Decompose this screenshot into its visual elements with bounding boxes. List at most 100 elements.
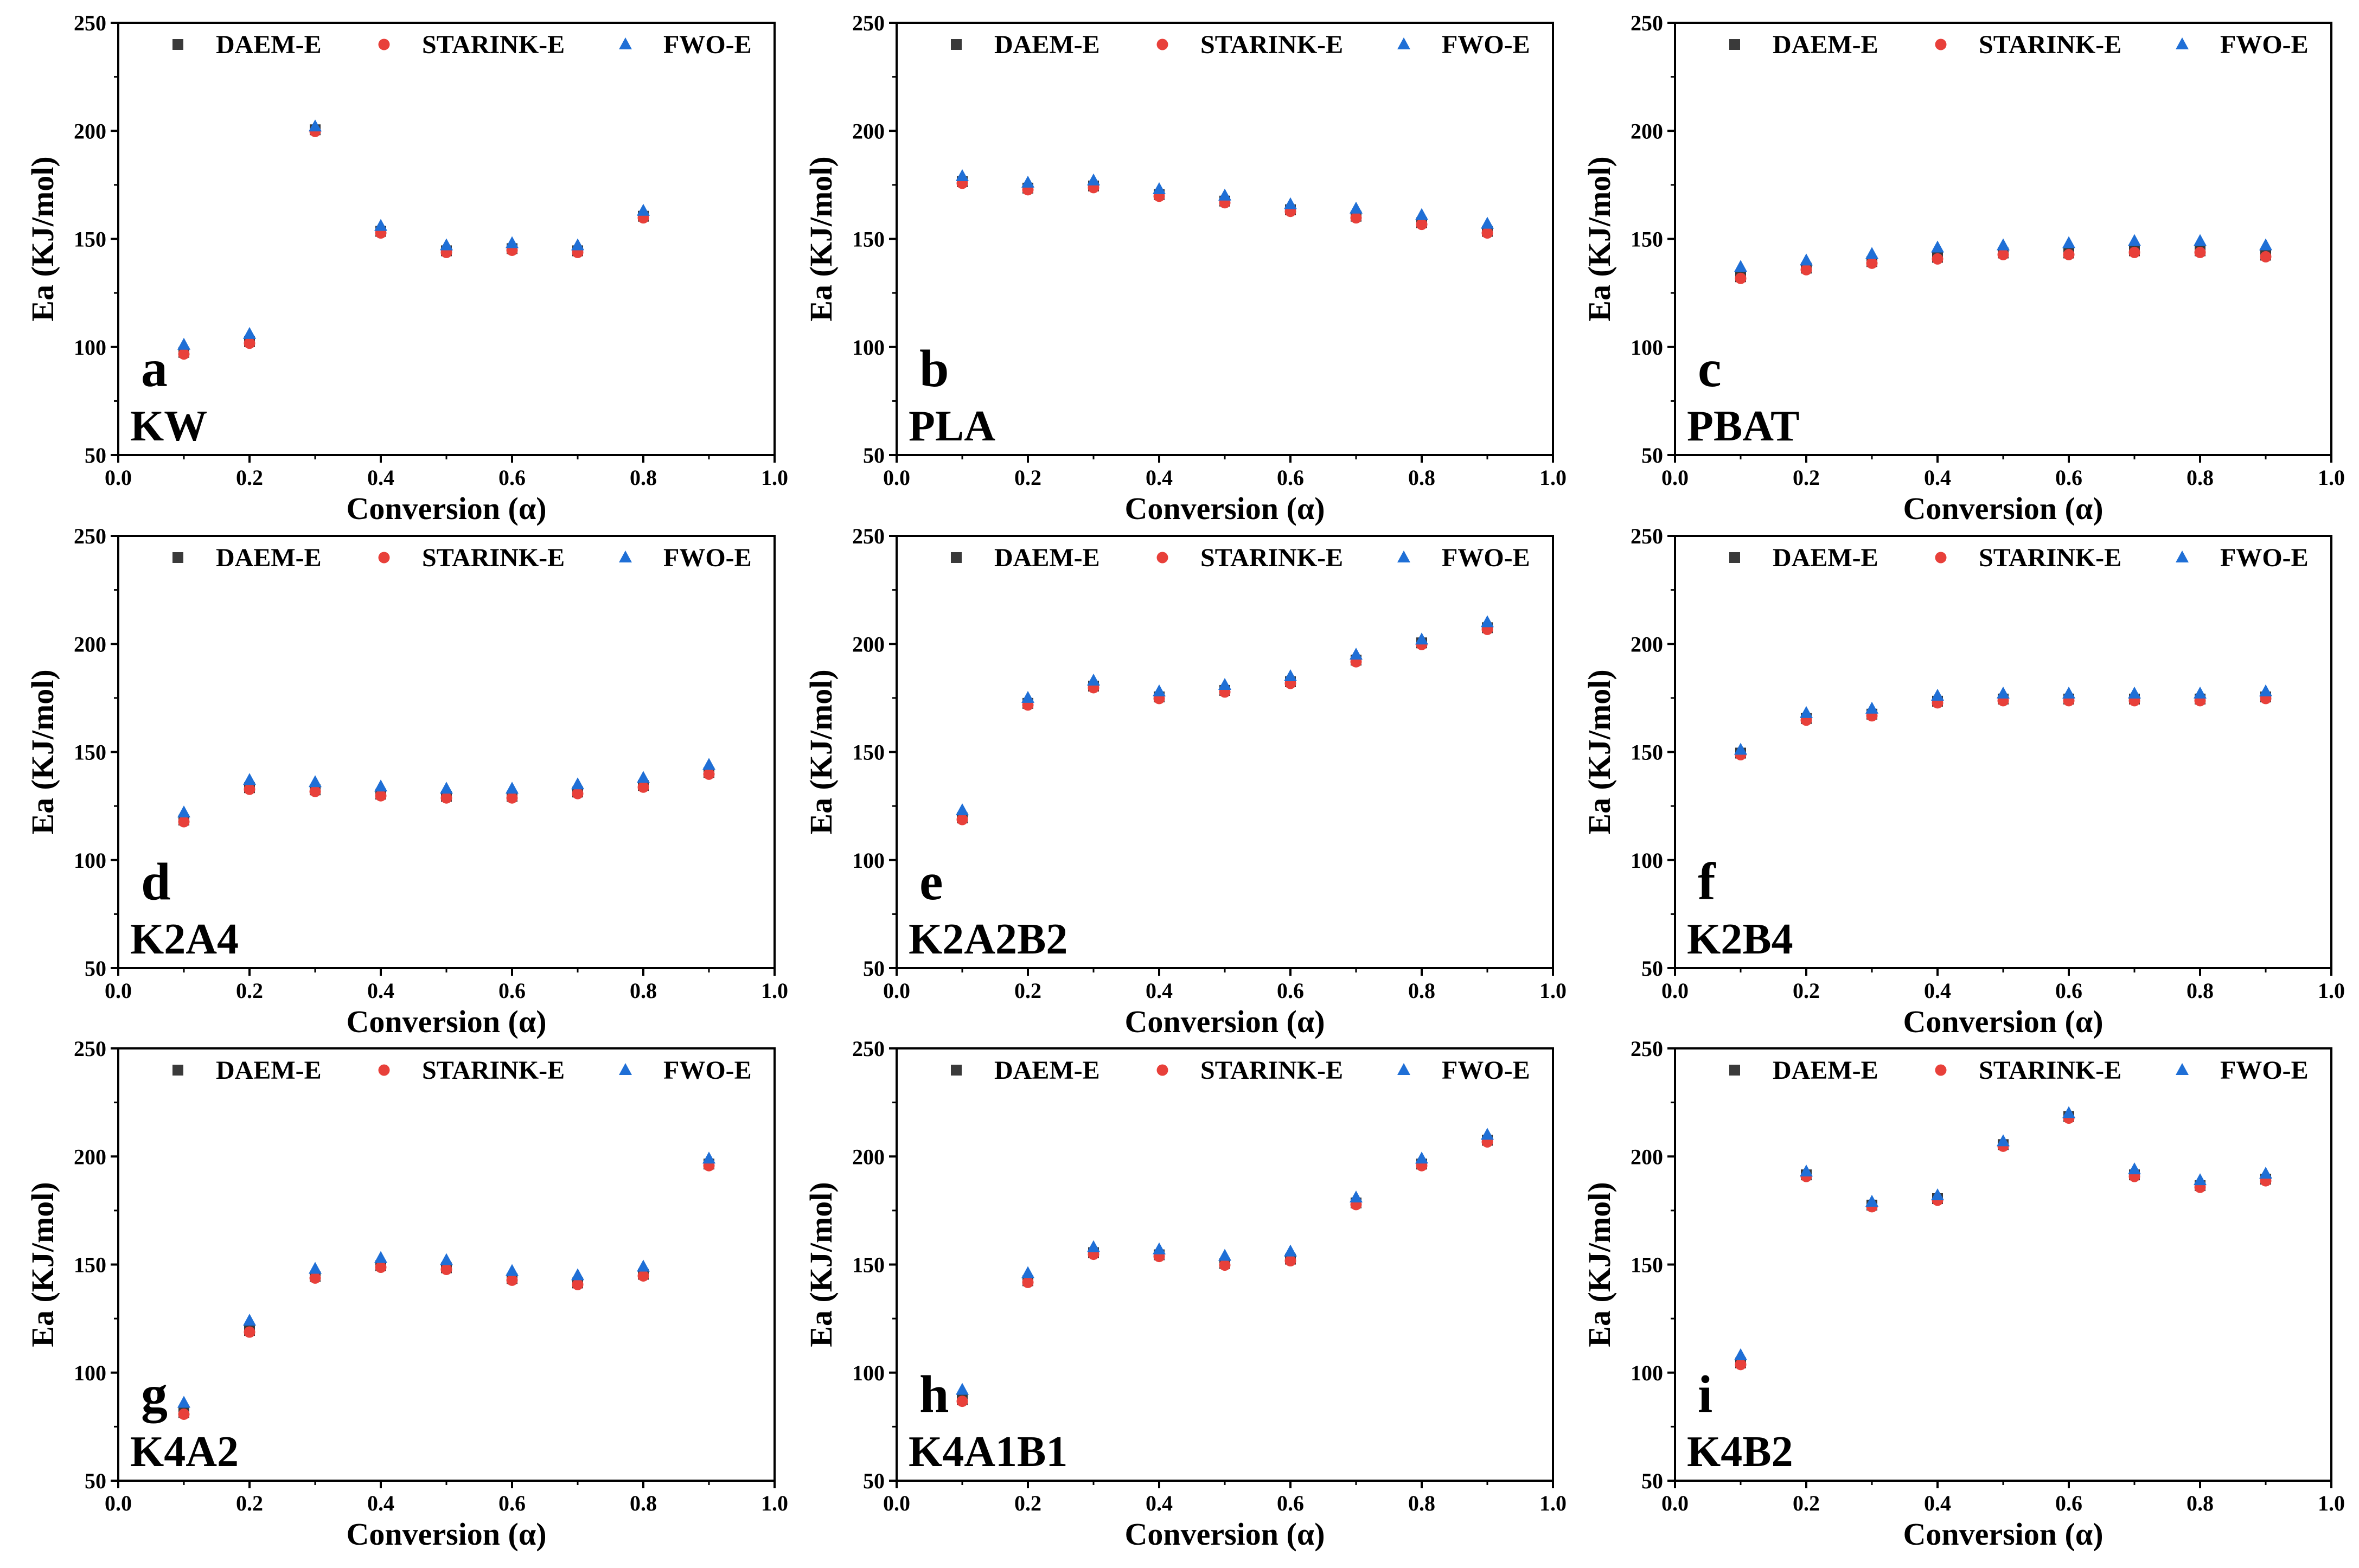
legend-label: DAEM-E — [1773, 1056, 1878, 1085]
y-tick-label: 50 — [85, 1469, 106, 1493]
y-axis-title: Ea (KJ/mol) — [803, 669, 839, 834]
x-tick-label: 0.2 — [1793, 1491, 1820, 1515]
data-point-starink-e — [572, 1279, 584, 1290]
data-point-fwo-e — [243, 1314, 256, 1326]
data-point-fwo-e — [1021, 176, 1034, 188]
data-point-starink-e — [957, 814, 968, 825]
y-tick-label: 50 — [1641, 956, 1663, 981]
sample-name: K4B2 — [1687, 1428, 1793, 1476]
data-point-fwo-e — [1350, 202, 1363, 214]
sample-name: PBAT — [1687, 402, 1799, 450]
y-tick-label: 150 — [74, 740, 106, 765]
data-point-fwo-e — [1734, 260, 1747, 272]
legend-marker-daem-e — [951, 552, 962, 563]
data-point-fwo-e — [1481, 217, 1494, 229]
sample-name: PLA — [909, 402, 995, 450]
sample-name: K2A2B2 — [909, 916, 1067, 963]
data-point-fwo-e — [1800, 706, 1813, 718]
y-tick-label: 50 — [85, 956, 106, 981]
data-point-starink-e — [178, 1409, 190, 1420]
data-point-fwo-e — [1284, 1245, 1297, 1257]
data-point-fwo-e — [1350, 648, 1363, 660]
data-point-starink-e — [2063, 249, 2075, 260]
x-tick-label: 0.0 — [1661, 465, 1689, 490]
panel-b: 0.0 0.2 0.4 0.6 0.8 1.050100150200250Conversi… — [803, 11, 1567, 526]
panel-letter: c — [1698, 340, 1722, 398]
data-point-starink-e — [441, 792, 452, 804]
panel-f: 0.0 0.2 0.4 0.6 0.8 1.0 50 100 150 200 250 Conversi… — [1582, 524, 2345, 1039]
data-point-fwo-e — [2259, 684, 2272, 696]
data-point-starink-e — [1416, 219, 1428, 230]
data-point-fwo-e — [2128, 234, 2141, 246]
panel-letter: d — [141, 853, 171, 911]
data-point-fwo-e — [956, 803, 969, 815]
y-tick-label: 250 — [74, 11, 106, 35]
data-point-fwo-e — [177, 338, 190, 350]
x-tick-label: 0.8 — [630, 978, 657, 1003]
x-tick-label: 0.6 — [498, 978, 526, 1003]
legend-label: FWO-E — [2220, 30, 2309, 59]
data-point-fwo-e — [1218, 678, 1231, 690]
y-tick-label: 50 — [1641, 1469, 1663, 1493]
x-axis-title: Conversion (α) — [1124, 1004, 1325, 1039]
y-tick-label: 150 — [1631, 1253, 1663, 1277]
legend-label: STARINK-E — [422, 1056, 565, 1085]
data-point-fwo-e — [1997, 687, 2010, 699]
legend-marker-daem-e — [172, 1065, 183, 1076]
x-axis-title: Conversion (α) — [1903, 1004, 2103, 1039]
data-point-fwo-e — [1087, 174, 1100, 185]
y-axis-title: Ea (KJ/mol) — [1582, 156, 1617, 321]
data-point-starink-e — [375, 1262, 387, 1273]
figure-canvas: 0.0 0.2 0.4 0.6 0.8 1.0 50 100 150 200 250 Conversi… — [0, 0, 2359, 1568]
legend-marker-starink-e — [1157, 552, 1168, 564]
x-tick-label: 0.2 — [1793, 465, 1820, 490]
data-point-starink-e — [1022, 1277, 1034, 1288]
data-point-starink-e — [507, 792, 518, 804]
y-tick-label: 100 — [74, 335, 106, 360]
x-axis-title: Conversion (α) — [346, 1516, 546, 1552]
y-tick-label: 100 — [852, 1361, 885, 1385]
data-point-fwo-e — [374, 219, 387, 231]
legend-label: STARINK-E — [1979, 30, 2121, 59]
data-point-fwo-e — [1284, 197, 1297, 209]
legend-label: STARINK-E — [1979, 543, 2121, 572]
x-tick-label: 1.0 — [1539, 978, 1567, 1003]
plot-frame — [897, 536, 1553, 968]
data-point-fwo-e — [506, 236, 519, 248]
legend-label: FWO-E — [1442, 30, 1530, 59]
legend-label: DAEM-E — [216, 1056, 322, 1085]
y-tick-label: 50 — [863, 956, 885, 981]
data-point-fwo-e — [243, 327, 256, 339]
y-tick-label: 200 — [74, 1144, 106, 1169]
data-point-fwo-e — [702, 1151, 715, 1163]
x-tick-label: 0.6 — [1277, 978, 1304, 1003]
legend-marker-fwo-e — [619, 37, 632, 49]
sample-name: K4A1B1 — [909, 1428, 1067, 1476]
y-tick-label: 250 — [852, 11, 885, 35]
y-tick-label: 150 — [852, 1253, 885, 1277]
legend-label: STARINK-E — [1979, 1056, 2121, 1085]
data-point-starink-e — [1866, 258, 1878, 269]
data-point-fwo-e — [440, 1253, 453, 1265]
data-point-starink-e — [638, 782, 649, 793]
panel-letter: e — [919, 853, 943, 911]
y-tick-label: 150 — [1631, 740, 1663, 765]
data-point-fwo-e — [1021, 691, 1034, 703]
data-point-fwo-e — [1997, 238, 2010, 250]
data-point-starink-e — [441, 1264, 452, 1275]
legend-label: DAEM-E — [994, 30, 1100, 59]
legend-label: FWO-E — [1442, 1056, 1530, 1085]
data-point-starink-e — [375, 790, 387, 802]
legend-label: DAEM-E — [994, 1056, 1100, 1085]
panel-letter: g — [141, 1365, 168, 1424]
x-tick-label: 0.8 — [630, 1491, 657, 1515]
data-point-fwo-e — [1865, 247, 1878, 259]
panel-letter: i — [1698, 1365, 1712, 1424]
x-tick-label: 1.0 — [761, 978, 788, 1003]
x-tick-label: 0.8 — [2187, 1491, 2214, 1515]
x-tick-label: 0.4 — [1924, 978, 1951, 1003]
y-tick-label: 250 — [1631, 11, 1663, 35]
x-tick-label: 0.2 — [236, 978, 263, 1003]
y-tick-label: 100 — [852, 848, 885, 873]
sample-name: KW — [130, 402, 207, 450]
